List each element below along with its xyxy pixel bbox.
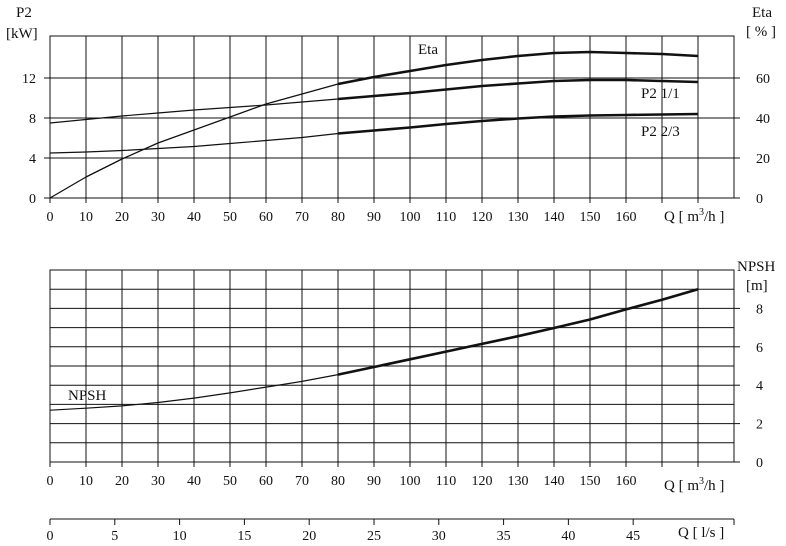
right-tick-label: 8: [756, 302, 763, 317]
right-tick-label: 40: [756, 112, 770, 127]
npsh-panel: 0 10 20 30 40 50 60 70 80 90 100 110 120 130 140 150 160…: [47, 259, 776, 494]
x-tick-label: 50: [223, 474, 237, 489]
x-tick-label: 70: [295, 474, 309, 489]
left-tick-label: 0: [29, 192, 36, 207]
x-tick-label: 150: [580, 474, 601, 489]
x-tick-label: 90: [367, 474, 381, 489]
x-tick-label: 110: [436, 474, 456, 489]
ticks-top: 0 10 20 30 40 50 60 70 80 90 100 110 120 130 140 150 160…: [22, 72, 770, 225]
x-tick-label: 0: [47, 210, 54, 225]
x-tick-label: 120: [472, 474, 493, 489]
series-line-operating-2: [337, 112, 699, 135]
right-tick-label: 2: [756, 418, 763, 433]
x-tick-label: 100: [400, 210, 421, 225]
p2-two-thirds-curve-label: P2 2/3: [641, 124, 680, 140]
x-tick-label: 100: [400, 474, 421, 489]
ls-tick-label: 0: [47, 529, 54, 544]
x-tick-label: 110: [436, 210, 456, 225]
series-bottom: [49, 287, 699, 411]
left-tick-label: 12: [22, 72, 36, 87]
ls-tick-label: 10: [173, 529, 187, 544]
flow-ls-axis: 0 5 10 15 20 25 30 35 40 45 Q [ l/s ]: [47, 518, 735, 544]
ls-tick-label: 20: [302, 529, 316, 544]
left-axis-unit: [kW]: [6, 26, 38, 42]
x-tick-label: 0: [47, 474, 54, 489]
right-axis-unit: [ % ]: [746, 24, 776, 40]
right-axis-title: Eta: [752, 5, 772, 21]
x-tick-label: 10: [79, 210, 93, 225]
x-tick-label: 40: [187, 210, 201, 225]
ls-tick-label: 40: [561, 529, 575, 544]
x-tick-label: 80: [331, 474, 345, 489]
ls-tick-label: 5: [111, 529, 118, 544]
ticks-ls: 0 5 10 15 20 25 30 35 40 45: [47, 519, 735, 544]
right-tick-label: 0: [756, 192, 763, 207]
x-tick-label: 80: [331, 210, 345, 225]
x-tick-label: 140: [544, 210, 565, 225]
right-tick-label: 6: [756, 341, 763, 356]
right-tick-label: 0: [756, 456, 763, 471]
x-tick-label: 30: [151, 210, 165, 225]
ticks-bottom: 0 10 20 30 40 50 60 70 80 90 100 110 120 130 140 150 160…: [47, 302, 764, 489]
x-tick-label: 20: [115, 210, 129, 225]
left-tick-label: 8: [29, 112, 36, 127]
x-tick-label: 130: [508, 474, 529, 489]
x-tick-label: 30: [151, 474, 165, 489]
x-tick-label: 40: [187, 474, 201, 489]
x-tick-label: 50: [223, 210, 237, 225]
right-tick-label: 4: [756, 379, 763, 394]
left-axis-title: P2: [16, 5, 32, 21]
series-line-operating-0: [337, 287, 699, 376]
x-tick-label: 70: [295, 210, 309, 225]
x-tick-label: 150: [580, 210, 601, 225]
x-tick-label: 120: [472, 210, 493, 225]
ls-tick-label: 45: [626, 529, 640, 544]
npsh-axis-unit: [m]: [746, 278, 768, 294]
ls-tick-label: 30: [432, 529, 446, 544]
x-tick-label: 130: [508, 210, 529, 225]
eta-curve-label: Eta: [418, 42, 438, 58]
right-tick-label: 20: [756, 152, 770, 167]
x-tick-label: 60: [259, 210, 273, 225]
x-tick-label: 160: [616, 210, 637, 225]
left-tick-label: 4: [29, 152, 36, 167]
series-line-operating-1: [337, 78, 699, 101]
series-line-operating-0: [337, 50, 699, 86]
grid-bottom: [49, 270, 734, 467]
x-tick-label: 140: [544, 474, 565, 489]
x-tick-label: 20: [115, 474, 129, 489]
series-top: [49, 50, 699, 199]
ls-tick-label: 15: [237, 529, 251, 544]
x-tick-label: 60: [259, 474, 273, 489]
x-axis-label-top: Q [ m3/h ]: [664, 207, 724, 225]
x-axis-label-bottom: Q [ m3/h ]: [664, 476, 724, 494]
right-tick-label: 60: [756, 72, 770, 87]
p2-full-curve-label: P2 1/1: [641, 86, 680, 102]
ls-tick-label: 25: [367, 529, 381, 544]
npsh-curve-label: NPSH: [68, 388, 107, 404]
ls-tick-label: 35: [497, 529, 511, 544]
x-tick-label: 10: [79, 474, 93, 489]
grid-top: [49, 36, 734, 203]
x-tick-label: 90: [367, 210, 381, 225]
x-tick-label: 160: [616, 474, 637, 489]
power-efficiency-panel: 0 10 20 30 40 50 60 70 80 90 100 110 120 130 140 150 160…: [6, 5, 776, 225]
ls-axis-label: Q [ l/s ]: [678, 525, 724, 541]
plot-frame-top: [49, 35, 735, 199]
npsh-axis-title: NPSH: [737, 259, 776, 275]
